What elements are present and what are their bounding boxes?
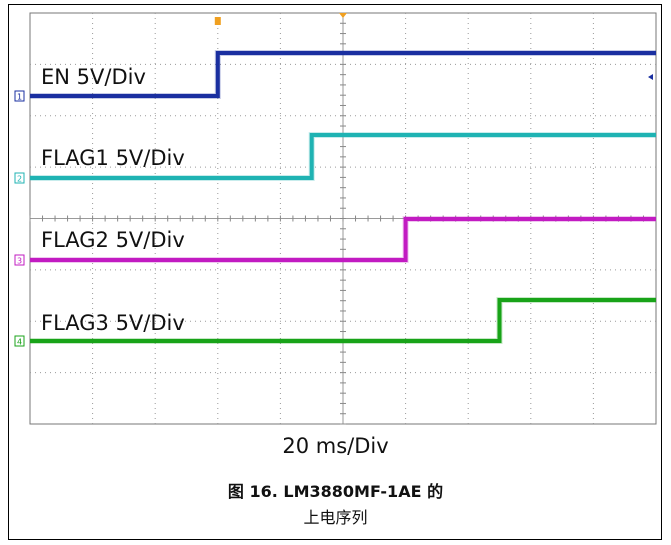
- center-time-marker: [339, 13, 347, 18]
- trace-label-ch3: FLAG2 5V/Div: [41, 228, 185, 252]
- figure-caption-line2: 上电序列: [0, 504, 671, 528]
- trace-labels: EN 5V/Div FLAG1 5V/Div FLAG2 5V/Div FLAG3 5…: [41, 65, 185, 335]
- channel-marker-3: 3: [15, 255, 24, 266]
- trigger-time-marker: [215, 17, 221, 25]
- timebase-label: 20 ms/Div: [0, 434, 671, 458]
- channel-number-1: 1: [17, 93, 22, 102]
- trace-label-ch1: EN 5V/Div: [41, 65, 146, 89]
- figure-caption-line1: 图 16. LM3880MF-1AE 的: [0, 478, 671, 502]
- trace-label-ch4: FLAG3 5V/Div: [41, 311, 185, 335]
- oscilloscope-plot: 1 2 3 4 EN 5V/Div FLAG1 5V/Div FLAG2 5V/Div FL…: [0, 0, 671, 430]
- channel-number-3: 3: [17, 257, 22, 266]
- channel-number-4: 4: [17, 338, 22, 347]
- channel-marker-4: 4: [15, 336, 24, 347]
- trigger-level-marker: [648, 74, 653, 80]
- channel-number-2: 2: [17, 175, 22, 184]
- channel-marker-2: 2: [15, 173, 24, 184]
- channel-marker-1: 1: [15, 91, 24, 102]
- trace-label-ch2: FLAG1 5V/Div: [41, 146, 185, 170]
